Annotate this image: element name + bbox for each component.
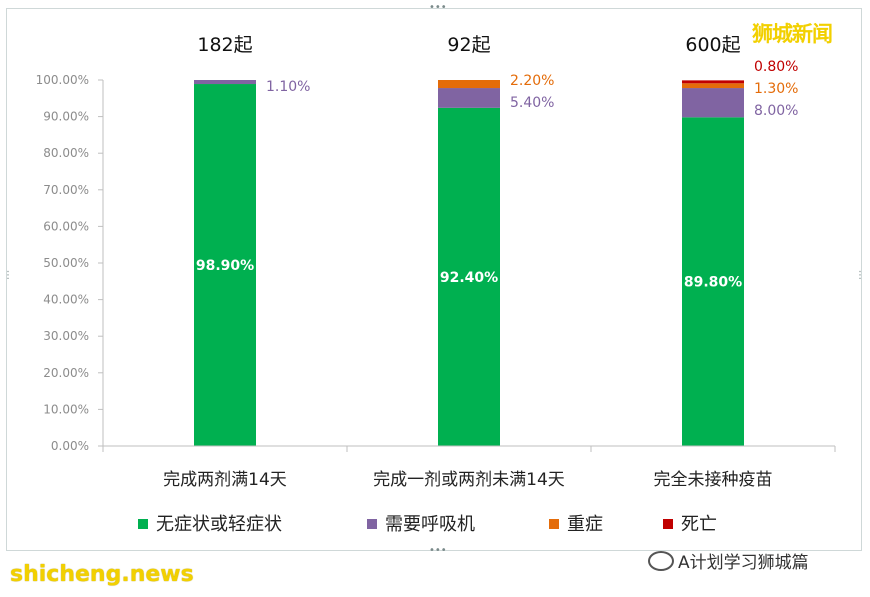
y-tick-label: 60.00% (43, 219, 89, 233)
case-count-label: 92起 (447, 34, 490, 56)
bar-segment (194, 84, 256, 446)
y-tick-label: 90.00% (43, 110, 89, 124)
y-tick-label: 80.00% (43, 146, 89, 160)
bar-segment (194, 80, 256, 85)
bar-segment (438, 88, 500, 108)
category-label: 完成两剂满14天 (163, 470, 287, 490)
legend-label: 无症状或轻症状 (156, 514, 282, 535)
bar-segment (438, 107, 500, 446)
y-tick-label: 20.00% (43, 366, 89, 380)
site-watermark: shicheng.news (10, 562, 194, 587)
data-label-outside: 1.30% (754, 81, 798, 97)
legend-label: 需要呼吸机 (385, 514, 475, 535)
case-count-label: 182起 (197, 34, 252, 56)
data-label-outside: 1.10% (266, 79, 310, 95)
bar-segment (682, 83, 744, 89)
resize-handle-left[interactable]: ⋮ (3, 270, 13, 281)
data-label-inside: 89.80% (684, 275, 742, 291)
resize-handle-top[interactable]: ••• (429, 2, 447, 13)
category-label: 完全未接种疫苗 (654, 470, 773, 490)
data-label-outside: 5.40% (510, 95, 554, 111)
legend: 无症状或轻症状 需要呼吸机 重症 死亡 (138, 514, 717, 535)
bars (194, 80, 744, 446)
legend-swatch (663, 519, 673, 529)
y-tick-label: 0.00% (51, 439, 89, 453)
case-count-label: 600起 (685, 34, 740, 56)
x-axis: 完成两剂满14天 完成一剂或两剂未满14天 完全未接种疫苗 (102, 445, 836, 490)
resize-handle-bottom[interactable]: ••• (429, 545, 447, 556)
chart-frame: ••• ••• ⋮ ⋮ (3, 3, 865, 556)
legend-label: 死亡 (681, 514, 717, 535)
resize-handle-right[interactable]: ⋮ (855, 270, 865, 281)
wechat-account: A计划学习狮城篇 (648, 548, 809, 573)
bar-segment (682, 117, 744, 446)
bar-segment (682, 80, 744, 84)
data-label-outside: 8.00% (754, 103, 798, 119)
y-axis: 0.00% 10.00% 20.00% 30.00% 40.00% 50.00% 60.00… (36, 73, 104, 453)
data-label-inside: 98.90% (196, 258, 254, 274)
legend-swatch (138, 519, 148, 529)
legend-swatch (367, 519, 377, 529)
category-label: 完成一剂或两剂未满14天 (373, 470, 565, 490)
data-labels: 182起 98.90% 92起 92.40% 600起 89.80% 1.10% 2.20% 5… (196, 34, 799, 291)
wechat-account-name: A计划学习狮城篇 (678, 553, 809, 573)
y-tick-label: 50.00% (43, 256, 89, 270)
bar-segment (682, 88, 744, 118)
data-label-outside: 2.20% (510, 73, 554, 89)
bar-segment (438, 80, 500, 89)
legend-swatch (549, 519, 559, 529)
data-label-outside: 0.80% (754, 59, 798, 75)
data-label-inside: 92.40% (440, 270, 498, 286)
y-tick-label: 70.00% (43, 183, 89, 197)
wechat-icon (648, 551, 674, 571)
brand-watermark: 狮城新闻 (752, 22, 833, 46)
y-tick-label: 100.00% (36, 73, 89, 87)
legend-label: 重症 (567, 514, 603, 535)
y-tick-label: 30.00% (43, 329, 89, 343)
y-tick-label: 40.00% (43, 293, 89, 307)
y-tick-label: 10.00% (43, 402, 89, 416)
